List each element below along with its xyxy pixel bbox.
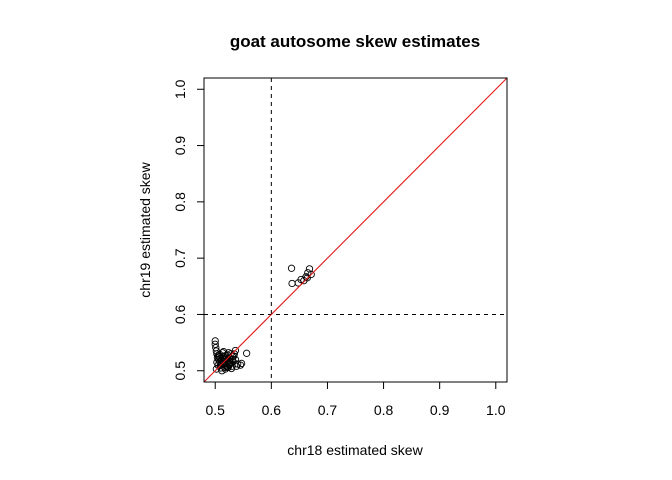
plot-content [204, 78, 507, 382]
data-point [213, 354, 222, 362]
plot-inner [204, 78, 507, 382]
chart-title: goat autosome skew estimates [230, 32, 480, 51]
data-point [287, 264, 296, 272]
x-tick-label: 0.5 [205, 402, 225, 418]
data-point [225, 349, 233, 357]
data-point [227, 364, 236, 373]
y-tick-label: 0.6 [172, 305, 188, 325]
y-tick-label: 0.9 [172, 136, 188, 156]
data-point [288, 279, 296, 288]
data-point [231, 355, 240, 364]
x-tick-label: 0.9 [430, 402, 450, 418]
plot-frame [203, 77, 508, 383]
y-tick-label: 0.5 [172, 361, 188, 381]
x-tick-label: 0.6 [262, 402, 282, 418]
y-tick-label: 0.8 [172, 192, 188, 212]
y-tick-label: 0.7 [172, 248, 188, 268]
data-point [304, 269, 312, 277]
data-point [230, 350, 238, 358]
data-point [211, 340, 219, 348]
y-axis-label: chr19 estimated skew [137, 161, 153, 297]
x-axis-label: chr18 estimated skew [287, 442, 423, 458]
data-point [303, 274, 311, 282]
data-point [242, 349, 251, 357]
x-tick-label: 0.7 [318, 402, 338, 418]
axes: 0.5 0.6 0.7 0.8 0.9 1.0 0.5 0.6 0.7 0.8 0.9 1.0 [172, 77, 508, 418]
y-tick-label: 1.0 [172, 79, 188, 99]
identity-line [204, 78, 507, 382]
x-tick-label: 0.8 [374, 402, 394, 418]
data-point [216, 362, 224, 370]
x-tick-label: 1.0 [486, 402, 506, 418]
data-point [221, 363, 229, 372]
